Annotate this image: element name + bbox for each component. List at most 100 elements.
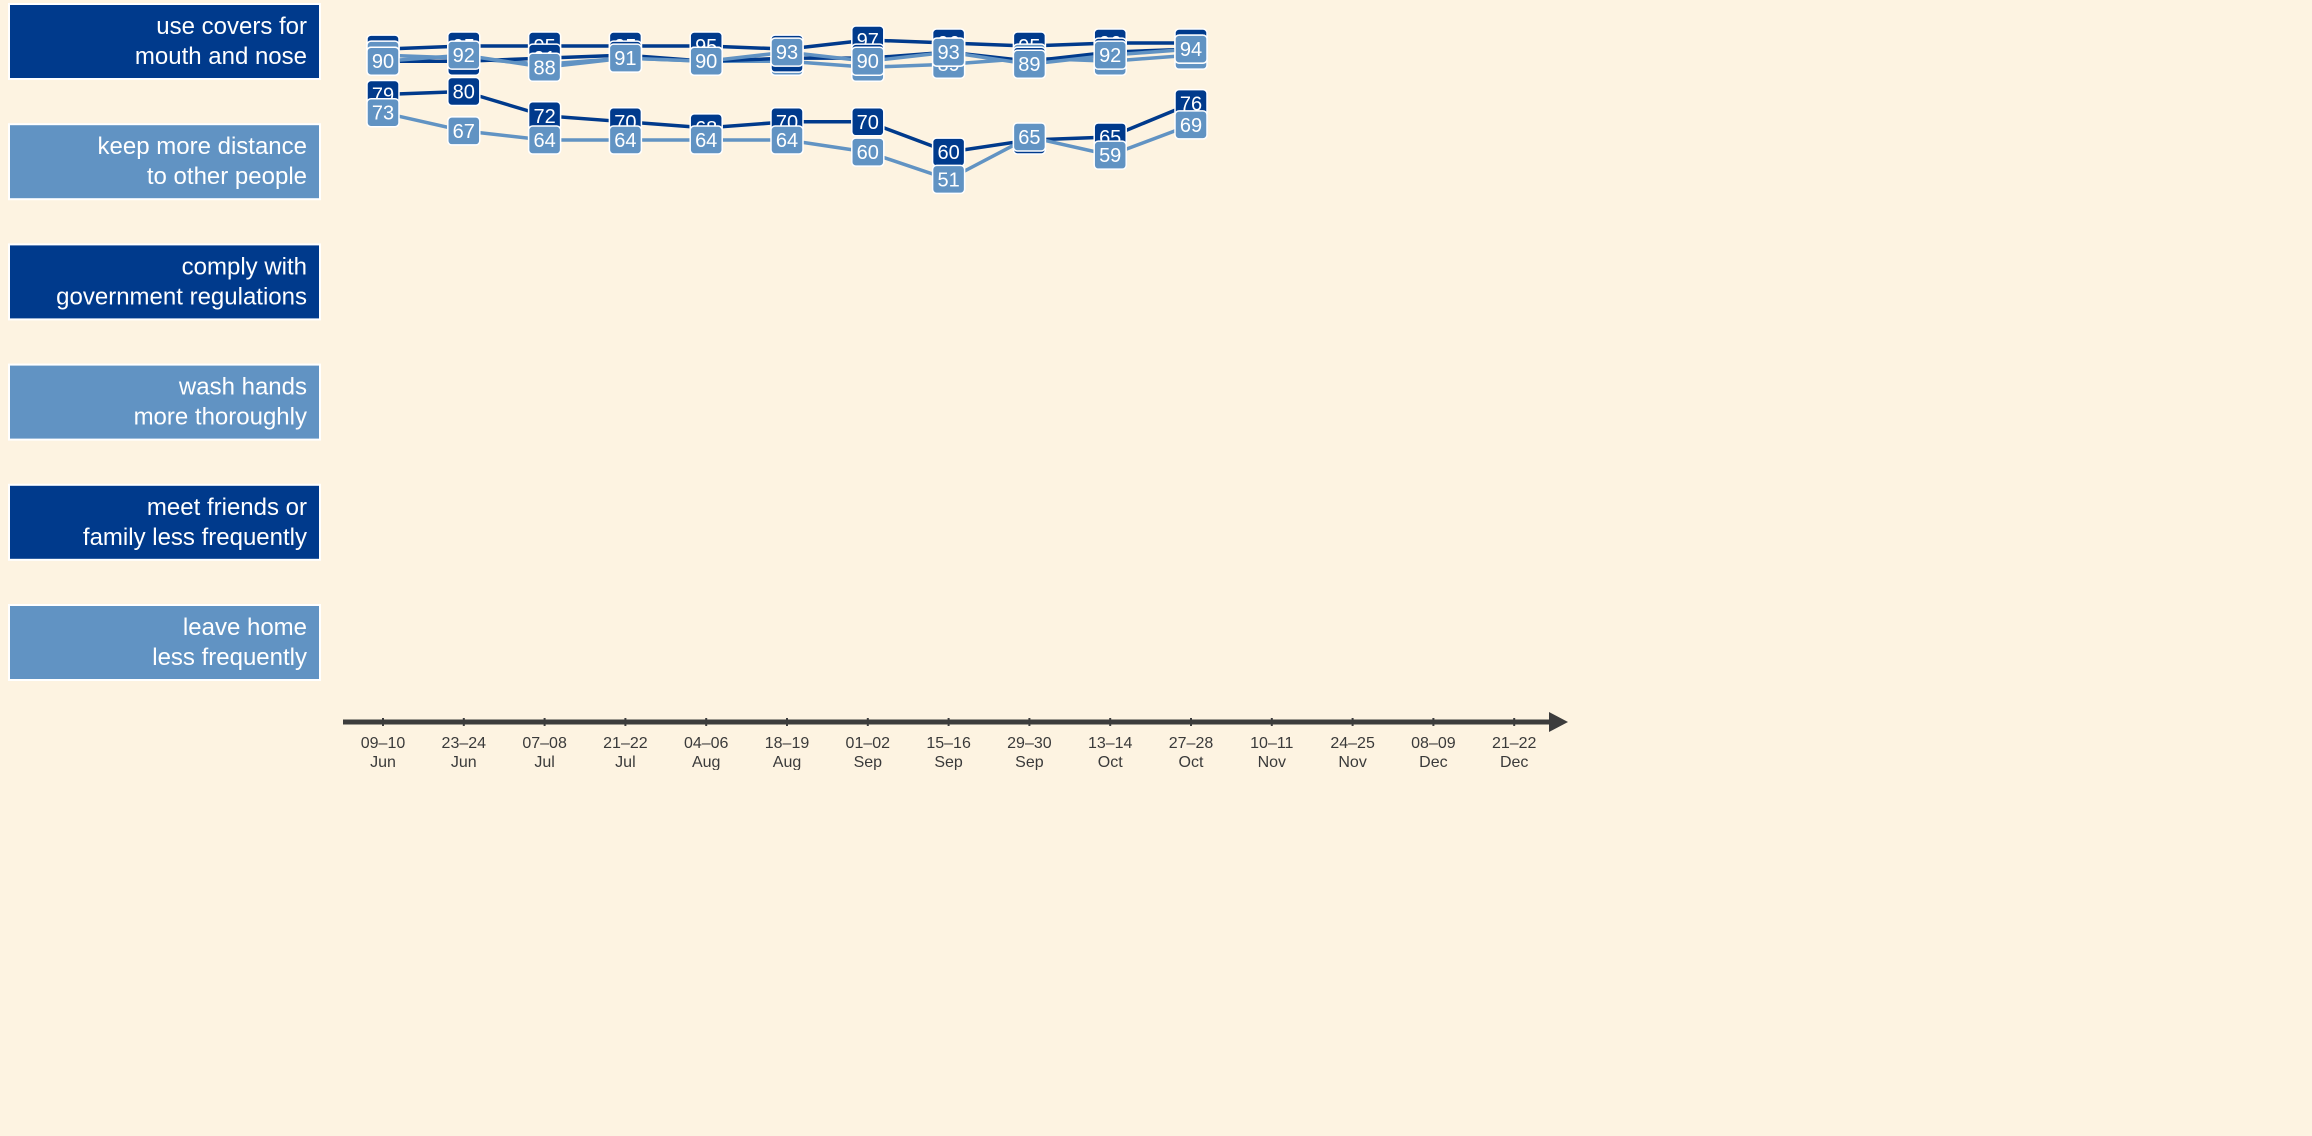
data-point: 64 bbox=[770, 125, 804, 155]
series-label-box bbox=[10, 5, 319, 78]
series-3: 90 92 88 91 90 93 90 93 89 92 94 bbox=[366, 34, 1208, 83]
series-lines: 9495959595949796959696929189919090888991… bbox=[366, 25, 1208, 195]
data-point-marker bbox=[1012, 122, 1047, 152]
time-axis: 09–10 Jun 23–24 Jun 07–08 Jul 21–22 Jul 04–06 Aug… bbox=[343, 712, 1568, 770]
data-point-marker bbox=[447, 40, 481, 70]
series-label-5: leave home less frequently bbox=[8, 604, 321, 681]
series-label-text: more thoroughly bbox=[134, 404, 307, 431]
tick-label-days: 04–06 bbox=[684, 735, 729, 752]
data-point: 70 bbox=[851, 107, 885, 137]
data-label: 91 bbox=[614, 48, 636, 70]
data-point: 69 bbox=[1174, 110, 1208, 140]
data-point: 88 bbox=[527, 52, 562, 83]
tick-label-days: 21–22 bbox=[603, 735, 648, 752]
data-label: 72 bbox=[533, 106, 555, 128]
data-point-marker bbox=[851, 107, 885, 137]
data-point-marker bbox=[770, 125, 804, 155]
tick-label-month: Jul bbox=[534, 754, 554, 770]
data-point: 93 bbox=[770, 37, 804, 67]
data-point-marker bbox=[608, 125, 643, 155]
series-label-3: wash hands more thoroughly bbox=[8, 363, 321, 441]
data-label: 90 bbox=[857, 51, 879, 73]
series-label-text: leave home bbox=[183, 614, 307, 641]
data-point-marker bbox=[447, 116, 481, 146]
data-point-marker bbox=[689, 46, 723, 76]
tick-label-days: 10–11 bbox=[1250, 735, 1293, 752]
data-point-marker bbox=[1093, 40, 1127, 70]
data-point-marker bbox=[447, 76, 481, 107]
data-point: 64 bbox=[689, 125, 723, 155]
tick-label-month: Dec bbox=[1500, 754, 1528, 770]
data-point: 67 bbox=[447, 116, 481, 146]
tick-label-days: 24–25 bbox=[1330, 735, 1375, 752]
axis-arrow bbox=[1549, 712, 1568, 732]
data-label: 88 bbox=[533, 57, 555, 79]
data-point-marker bbox=[1174, 110, 1208, 140]
tick-label-month: Nov bbox=[1338, 754, 1366, 770]
data-label: 89 bbox=[1018, 54, 1040, 76]
data-point: 94 bbox=[1174, 34, 1208, 64]
tick-label-days: 15–16 bbox=[926, 735, 971, 752]
data-point: 90 bbox=[366, 46, 400, 76]
tick-label-days: 18–19 bbox=[765, 735, 810, 752]
tick-label-month: Aug bbox=[773, 754, 801, 770]
tick-label-days: 13–14 bbox=[1088, 735, 1133, 752]
data-label: 60 bbox=[857, 142, 879, 164]
data-point-marker bbox=[689, 125, 723, 155]
data-label: 92 bbox=[1099, 45, 1121, 67]
tick-label-month: Jun bbox=[451, 754, 477, 770]
data-label: 70 bbox=[857, 112, 879, 134]
series-label-box bbox=[10, 365, 319, 439]
data-point: 60 bbox=[851, 137, 885, 167]
data-label: 93 bbox=[776, 42, 798, 64]
series-label-4: meet friends or family less frequently bbox=[8, 483, 321, 561]
data-point-marker bbox=[527, 125, 562, 155]
data-point: 90 bbox=[851, 46, 885, 76]
tick-label-days: 08–09 bbox=[1411, 735, 1456, 752]
data-point: 91 bbox=[608, 43, 643, 73]
data-point: 59 bbox=[1093, 140, 1127, 170]
data-label: 69 bbox=[1180, 115, 1202, 137]
series-label-2: comply with government regulations bbox=[8, 243, 321, 321]
series-label-box bbox=[10, 125, 319, 199]
tick-label-days: 29–30 bbox=[1007, 735, 1052, 752]
tick-label-month: Oct bbox=[1098, 754, 1123, 770]
data-point: 51 bbox=[931, 164, 966, 195]
data-point-marker bbox=[366, 46, 400, 76]
series-label-box bbox=[10, 606, 319, 679]
data-label: 90 bbox=[695, 51, 717, 73]
series-label-text: wash hands bbox=[178, 374, 307, 401]
tick-label-month: Sep bbox=[1015, 754, 1044, 770]
data-label: 94 bbox=[1180, 39, 1202, 61]
tick-label-days: 27–28 bbox=[1169, 735, 1214, 752]
data-point-marker bbox=[851, 46, 885, 76]
series-label-text: mouth and nose bbox=[135, 43, 307, 70]
data-point: 80 bbox=[447, 76, 481, 107]
data-label: 92 bbox=[453, 45, 475, 67]
series-label-text: keep more distance bbox=[98, 133, 307, 160]
tick-label-month: Nov bbox=[1258, 754, 1286, 770]
data-point-marker bbox=[608, 43, 643, 73]
data-point: 92 bbox=[1093, 40, 1127, 70]
tick-label-month: Sep bbox=[854, 754, 883, 770]
data-point: 65 bbox=[1012, 122, 1047, 152]
data-label: 60 bbox=[937, 142, 959, 164]
series-5: 73 67 64 64 64 64 60 51 65 59 69 bbox=[366, 97, 1208, 195]
data-label: 64 bbox=[614, 130, 636, 152]
series-label-box bbox=[10, 245, 319, 319]
tick-label-month: Oct bbox=[1179, 754, 1204, 770]
tick-label-days: 09–10 bbox=[361, 735, 406, 752]
data-point-marker bbox=[1093, 140, 1127, 170]
data-label: 80 bbox=[453, 82, 475, 104]
series-label-text: comply with bbox=[182, 253, 307, 280]
tick-label-month: Jun bbox=[370, 754, 396, 770]
data-point: 92 bbox=[447, 40, 481, 70]
data-label: 93 bbox=[937, 42, 959, 64]
series-label-text: meet friends or bbox=[147, 494, 307, 521]
data-point-marker bbox=[931, 37, 966, 67]
data-point-marker bbox=[770, 37, 804, 67]
data-point-marker bbox=[366, 97, 400, 128]
tick-label-month: Aug bbox=[692, 754, 720, 770]
data-point-marker bbox=[527, 52, 562, 83]
data-label: 65 bbox=[1018, 127, 1040, 149]
